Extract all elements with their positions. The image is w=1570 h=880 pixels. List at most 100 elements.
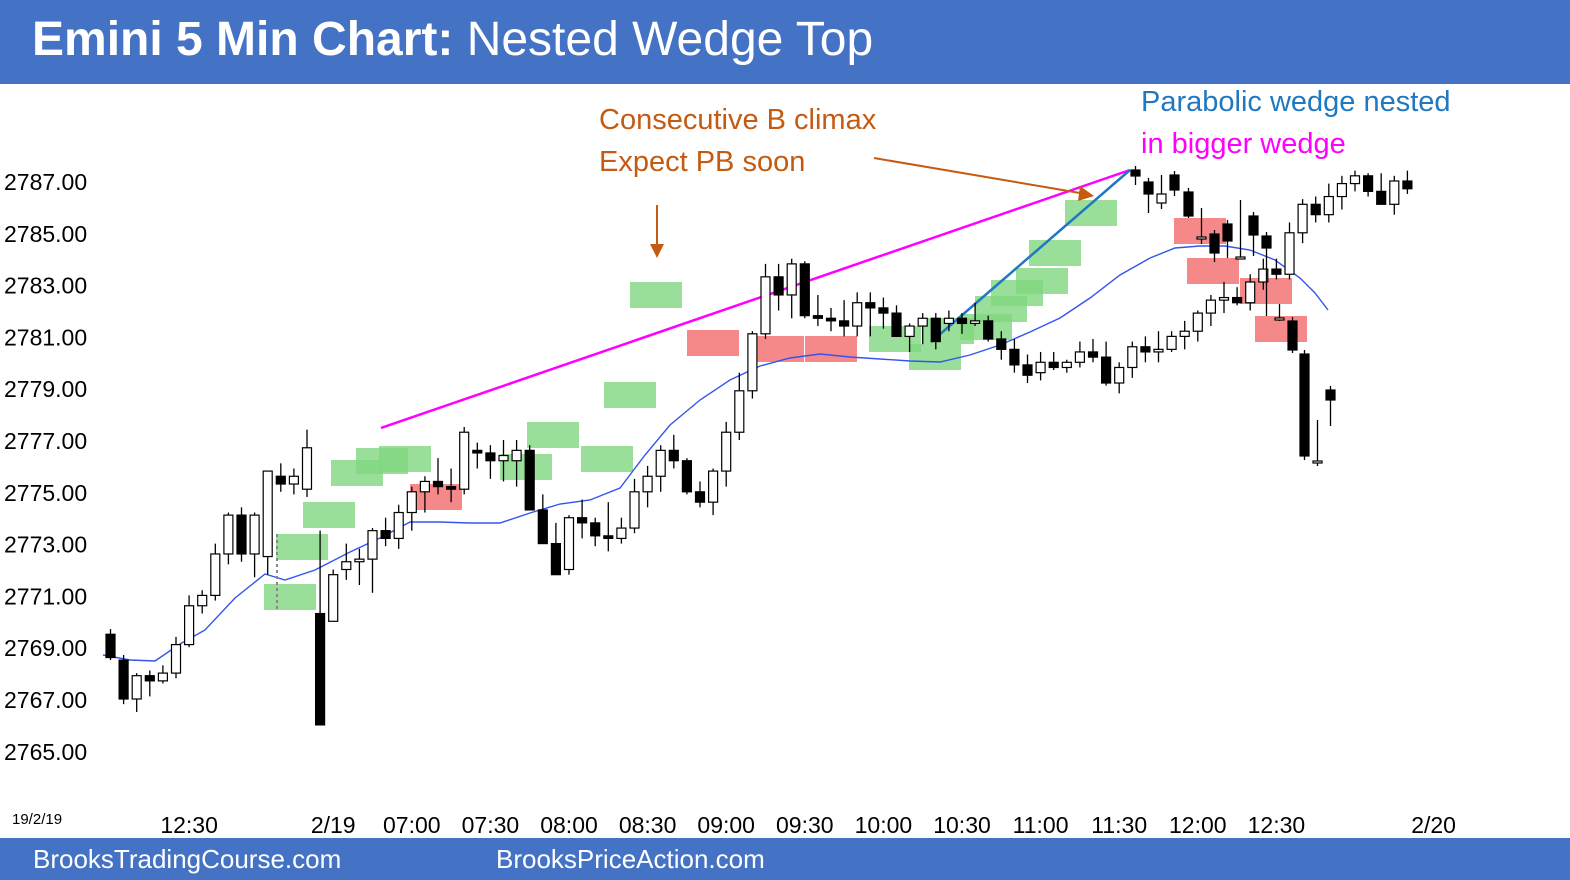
candle <box>1271 258 1282 280</box>
candle <box>681 458 693 495</box>
bear-candle-body <box>105 633 116 659</box>
y-tick-label: 2777.00 <box>4 428 87 454</box>
bear-candle-body <box>275 475 286 485</box>
bull-candle-body <box>1389 180 1400 205</box>
chart-title: Emini 5 Min Chart: Nested Wedge Top <box>32 12 873 67</box>
candle <box>1231 287 1243 306</box>
candle <box>1274 304 1285 321</box>
candle <box>930 313 941 350</box>
bull-candle-body <box>170 644 182 674</box>
bear-candle-body <box>668 449 679 462</box>
bear-candle-body <box>446 486 457 490</box>
climax-arrow-line <box>873 157 1081 194</box>
bull-candle-body <box>1205 299 1217 314</box>
bull-candle-body <box>904 325 915 338</box>
bull-candle-body <box>223 514 234 555</box>
bear-candle-body <box>996 338 1007 350</box>
bear-candle-body <box>773 276 784 296</box>
candle <box>668 434 679 469</box>
bull-signal-box <box>909 344 961 370</box>
candle <box>838 300 850 337</box>
bull-candle-body <box>917 317 928 327</box>
bull-candle-body <box>1156 193 1167 204</box>
y-tick-label: 2787.00 <box>4 169 87 195</box>
candle <box>1310 196 1321 223</box>
bull-candle-body <box>131 675 142 700</box>
footer-banner: BrooksTradingCourse.com BrooksPriceActio… <box>0 838 1570 880</box>
bull-candle-body <box>1312 460 1323 464</box>
bear-candle-body <box>799 263 810 317</box>
candle <box>773 263 784 311</box>
bull-candle-body <box>288 475 299 485</box>
footer-site-left: BrooksTradingCourse.com <box>33 844 342 874</box>
bear-candle-body <box>1402 180 1413 190</box>
candle <box>1287 317 1298 353</box>
annotation-pullback: Expect PB soon <box>599 146 806 178</box>
candle <box>576 499 588 539</box>
bear-signal-box <box>752 336 804 362</box>
bull-candle-body <box>249 514 260 555</box>
candle <box>393 504 404 549</box>
bull-candle-body <box>1061 361 1072 369</box>
candle <box>734 372 745 440</box>
candle <box>1100 341 1112 386</box>
bear-candle-body <box>1022 364 1033 376</box>
bear-candle-body <box>432 480 444 488</box>
candle <box>105 629 116 661</box>
bull-candle-body <box>1153 348 1164 353</box>
bull-candle-body <box>734 390 745 433</box>
chart-title-bold: Emini 5 Min Chart: <box>32 13 454 66</box>
x-tick-label: 12:00 <box>1169 812 1227 838</box>
candle <box>288 468 299 495</box>
bull-signal-box <box>527 422 579 448</box>
candle <box>315 530 326 726</box>
candle <box>917 313 928 345</box>
candle <box>983 315 994 342</box>
x-tick-label: 08:30 <box>619 812 677 838</box>
bull-candle-body <box>184 605 195 646</box>
candle <box>1087 338 1099 363</box>
candle <box>1312 420 1323 466</box>
candle <box>642 465 653 508</box>
bull-candle-body <box>1349 175 1361 185</box>
bear-candle-body <box>603 535 614 540</box>
bear-candle-body <box>524 449 535 511</box>
bear-candle-body <box>891 312 902 337</box>
bull-candle-body <box>1127 346 1138 369</box>
candle <box>380 517 391 547</box>
bull-candle-body <box>1297 203 1308 234</box>
chart-title-rest: Nested Wedge Top <box>453 13 874 66</box>
bear-candle-body <box>236 514 247 555</box>
bull-signal-box <box>276 534 328 560</box>
candle <box>354 548 365 586</box>
candle <box>1389 175 1400 215</box>
climax-arrow-head <box>1078 186 1094 201</box>
bear-candle-body <box>812 315 824 319</box>
bear-candle-body <box>1169 174 1180 191</box>
candle <box>1130 166 1141 185</box>
candle <box>1376 173 1387 205</box>
bull-candle-body <box>511 449 522 462</box>
y-tick-label: 2765.00 <box>4 739 87 765</box>
bull-candle-body <box>328 574 339 622</box>
bear-candle-body <box>1376 190 1387 205</box>
candle <box>969 302 981 327</box>
bull-signal-box <box>581 446 633 472</box>
candle <box>144 670 155 697</box>
bear-candle-body <box>1287 320 1298 351</box>
y-tick-label: 2769.00 <box>4 635 87 661</box>
x-tick-label: 09:00 <box>697 812 755 838</box>
bear-candle-body <box>590 522 601 537</box>
bull-candle-body <box>1336 182 1348 198</box>
candle <box>1209 230 1220 262</box>
bull-candle-body <box>852 302 863 327</box>
bull-candle-body <box>354 558 365 563</box>
bear-candle-body <box>1231 296 1243 304</box>
candle <box>157 665 168 684</box>
annotation-parabolic: Parabolic wedge nested <box>1141 86 1451 118</box>
x-tick-label: 2/19 <box>311 812 356 838</box>
x-tick-label: 10:00 <box>855 812 913 838</box>
title-banner: Emini 5 Min Chart: Nested Wedge Top <box>0 0 1570 84</box>
y-tick-label: 2785.00 <box>4 221 87 247</box>
candle <box>563 515 575 575</box>
